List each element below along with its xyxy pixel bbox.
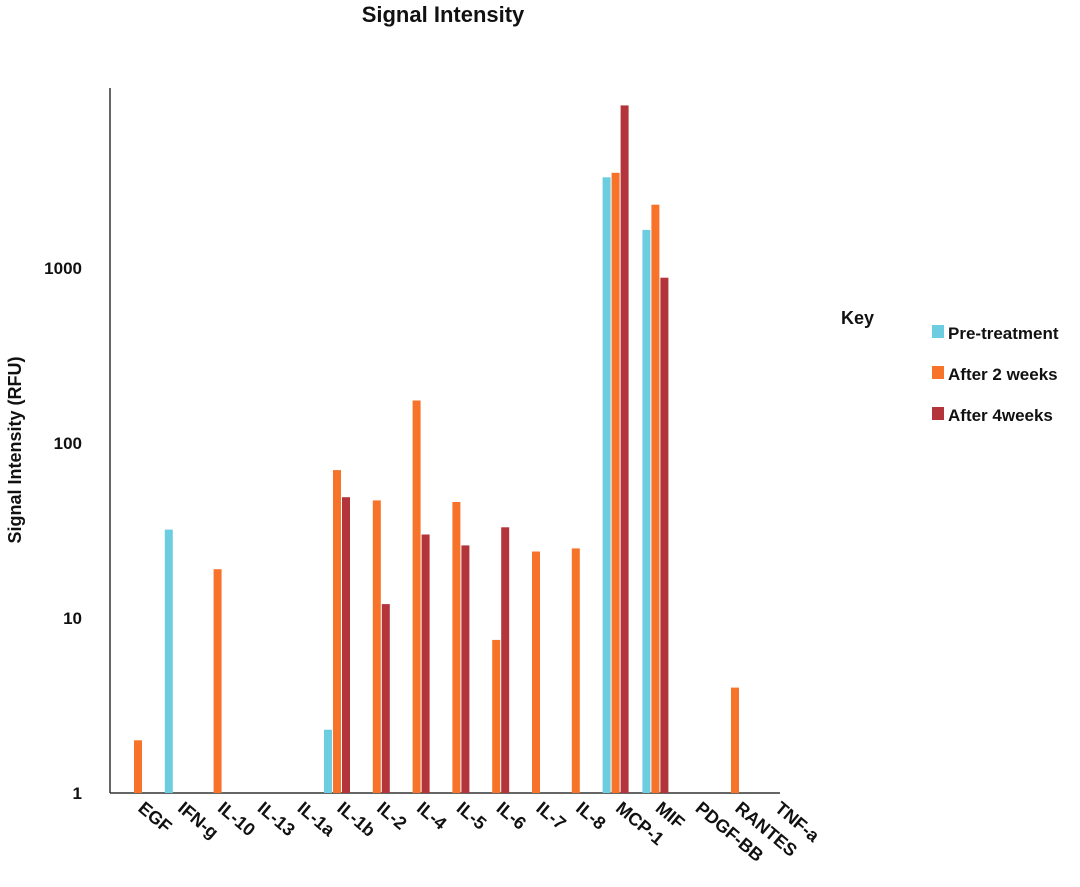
y-tick-label: 10 [63, 609, 82, 628]
x-tick-label: EGF [134, 798, 175, 837]
x-tick-label: IL-7 [532, 798, 569, 834]
bar-mif-series-2 [651, 204, 660, 793]
legend-label-1: Pre-treatment [948, 324, 1059, 343]
chart-title: Signal Intensity [362, 2, 525, 27]
bar-mcp-1-series-3 [620, 105, 629, 793]
legend-swatch-1 [932, 325, 944, 338]
x-tick-label: IL-5 [453, 798, 490, 834]
y-tick-label: 100 [54, 434, 82, 453]
legend-swatch-2 [932, 366, 944, 379]
x-tick-label: IL-10 [214, 798, 259, 840]
bar-il-10-series-2 [213, 569, 222, 793]
bar-il-6-series-2 [492, 639, 501, 793]
x-tick-label: IL-6 [493, 798, 530, 834]
bar-ifn-g-series-1 [164, 529, 173, 793]
y-axis-label: Signal Intensity (RFU) [5, 356, 25, 543]
bar-il-1b-series-3 [342, 497, 350, 793]
bar-il-1b-series-2 [333, 470, 341, 793]
bar-il-1b-series-1 [324, 729, 332, 793]
bar-il-5-series-3 [461, 545, 470, 793]
y-ticks: 1 10 100 1000 [44, 259, 82, 803]
x-tick-label: IL-1b [333, 798, 379, 841]
bar-mcp-1-series-2 [611, 172, 620, 794]
x-tick-label: IL-4 [413, 798, 450, 834]
y-tick-label: 1000 [44, 259, 82, 278]
legend: Key Pre-treatment After 2 weeks After 4wee… [841, 308, 1059, 425]
legend-swatch-3 [932, 407, 944, 420]
bar-egf-series-2 [134, 740, 142, 793]
x-tick-label: IL-8 [572, 798, 609, 834]
legend-label-2: After 2 weeks [948, 365, 1058, 384]
bar-il-2-series-3 [381, 604, 390, 793]
bar-il-5-series-2 [452, 502, 461, 793]
bar-mif-series-1 [642, 229, 651, 793]
bar-il-8-series-2 [571, 548, 580, 793]
bar-il-4-series-2 [412, 400, 421, 793]
bar-il-6-series-3 [501, 527, 510, 793]
bar-mif-series-3 [660, 277, 669, 793]
legend-title: Key [841, 308, 874, 328]
bars [134, 105, 739, 794]
bar-mcp-1-series-1 [602, 177, 611, 794]
x-tick-label: IL-13 [254, 798, 299, 840]
y-tick-label: 1 [73, 784, 82, 803]
bar-il-4-series-3 [421, 534, 430, 793]
x-tick-label: IL-1a [294, 798, 340, 841]
x-tick-label: IFN-g [174, 798, 222, 843]
x-tick-label: IL-2 [373, 798, 410, 834]
bar-il-2-series-2 [372, 500, 381, 793]
bar-rantes-series-2 [731, 687, 739, 793]
bar-il-7-series-2 [532, 551, 540, 793]
legend-label-3: After 4weeks [948, 406, 1053, 425]
